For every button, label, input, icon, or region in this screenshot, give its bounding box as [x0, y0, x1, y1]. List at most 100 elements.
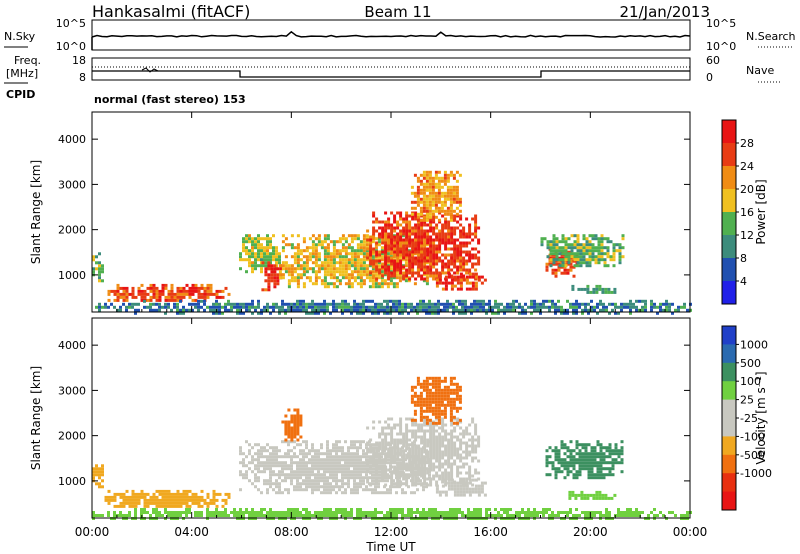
echo-cell [441, 223, 445, 227]
echo-cell [584, 464, 588, 468]
echo-cell [276, 273, 280, 277]
noise-trace [91, 30, 691, 50]
echo-cell [399, 429, 403, 433]
echo-cell [332, 308, 335, 312]
echo-cell [455, 170, 459, 174]
echo-cell [444, 483, 448, 487]
echo-cell [560, 308, 563, 312]
echo-cell [344, 514, 347, 517]
echo-cell [182, 292, 186, 296]
echo-cell [314, 482, 317, 486]
echo-cell [506, 305, 509, 309]
echo-cell [347, 234, 351, 238]
echo-cell [474, 468, 478, 472]
echo-cell [380, 282, 384, 286]
echo-cell [384, 253, 388, 257]
echo-cell [194, 498, 198, 502]
echo-cell [275, 261, 278, 265]
echo-cell [273, 282, 277, 286]
echo-cell [453, 493, 457, 497]
echo-cell [434, 311, 437, 315]
echo-cell [329, 258, 333, 262]
echo-cell [347, 449, 350, 453]
echo-cell [462, 232, 466, 236]
echo-cell [429, 223, 433, 227]
echo-cell [425, 212, 429, 216]
echo-cell [332, 299, 335, 303]
freq-left-tick-bottom: 8 [79, 71, 86, 84]
echo-cell [597, 240, 601, 244]
echo-cell [417, 229, 421, 233]
echo-cell [341, 508, 344, 511]
echo-cell [413, 305, 416, 309]
echo-cell [413, 252, 417, 256]
echo-cell [477, 256, 481, 260]
echo-cell [453, 450, 457, 454]
echo-cell [393, 471, 397, 475]
echo-cell [420, 268, 424, 272]
echo-cell [332, 258, 336, 262]
echo-cell [371, 443, 374, 447]
echo-cell [263, 470, 266, 474]
echo-cell [405, 226, 409, 230]
echo-cell [314, 458, 317, 462]
echo-cell [257, 237, 260, 241]
echo-cell [569, 305, 572, 309]
echo-cell [308, 237, 312, 241]
echo-cell [374, 285, 378, 289]
echo-cell [387, 268, 391, 272]
echo-cell [405, 247, 409, 251]
echo-cell [429, 468, 433, 472]
echo-cell [552, 261, 556, 265]
echo-cell [305, 249, 309, 253]
echo-cell [428, 206, 432, 210]
echo-cell [468, 432, 472, 436]
echo-cell [491, 311, 494, 315]
echo-cell [158, 511, 161, 514]
echo-cell [362, 308, 365, 312]
echo-cell [426, 238, 430, 242]
echo-cell [353, 279, 357, 283]
echo-cell [335, 464, 338, 468]
echo-cell [596, 440, 600, 444]
echo-cell [264, 267, 268, 271]
echo-cell [533, 302, 536, 306]
echo-cell [390, 456, 394, 460]
echo-cell [278, 455, 281, 459]
echo-cell [299, 423, 303, 427]
echo-cell [602, 455, 606, 459]
echo-cell [387, 232, 391, 236]
echo-cell [554, 476, 558, 480]
echo-cell [405, 220, 409, 224]
echo-cell [356, 270, 360, 274]
echo-cell [443, 191, 447, 195]
echo-cell [302, 467, 305, 471]
echo-cell [477, 435, 481, 439]
echo-cell [450, 275, 454, 279]
echo-cell [362, 514, 365, 517]
colorbar-tick-label: 16 [740, 206, 754, 219]
echo-cell [326, 255, 330, 259]
echo-cell [468, 468, 472, 472]
echo-cell [414, 444, 418, 448]
echo-cell [599, 473, 603, 477]
echo-cell [98, 273, 101, 277]
echo-cell [320, 261, 324, 265]
echo-cell [266, 246, 269, 250]
echo-cell [453, 262, 457, 266]
echo-cell [588, 234, 592, 238]
echo-cell [593, 476, 597, 480]
echo-cell [128, 501, 132, 505]
echo-cell [341, 264, 345, 268]
echo-cell [420, 462, 424, 466]
echo-cell [273, 264, 277, 268]
echo-cell [218, 514, 221, 517]
echo-cell [245, 246, 248, 250]
echo-cell [389, 276, 393, 280]
echo-cell [455, 391, 459, 395]
echo-cell [432, 438, 436, 442]
echo-cell [314, 449, 317, 453]
echo-cell [434, 415, 438, 419]
echo-cell [122, 295, 126, 299]
echo-cell [597, 249, 601, 253]
